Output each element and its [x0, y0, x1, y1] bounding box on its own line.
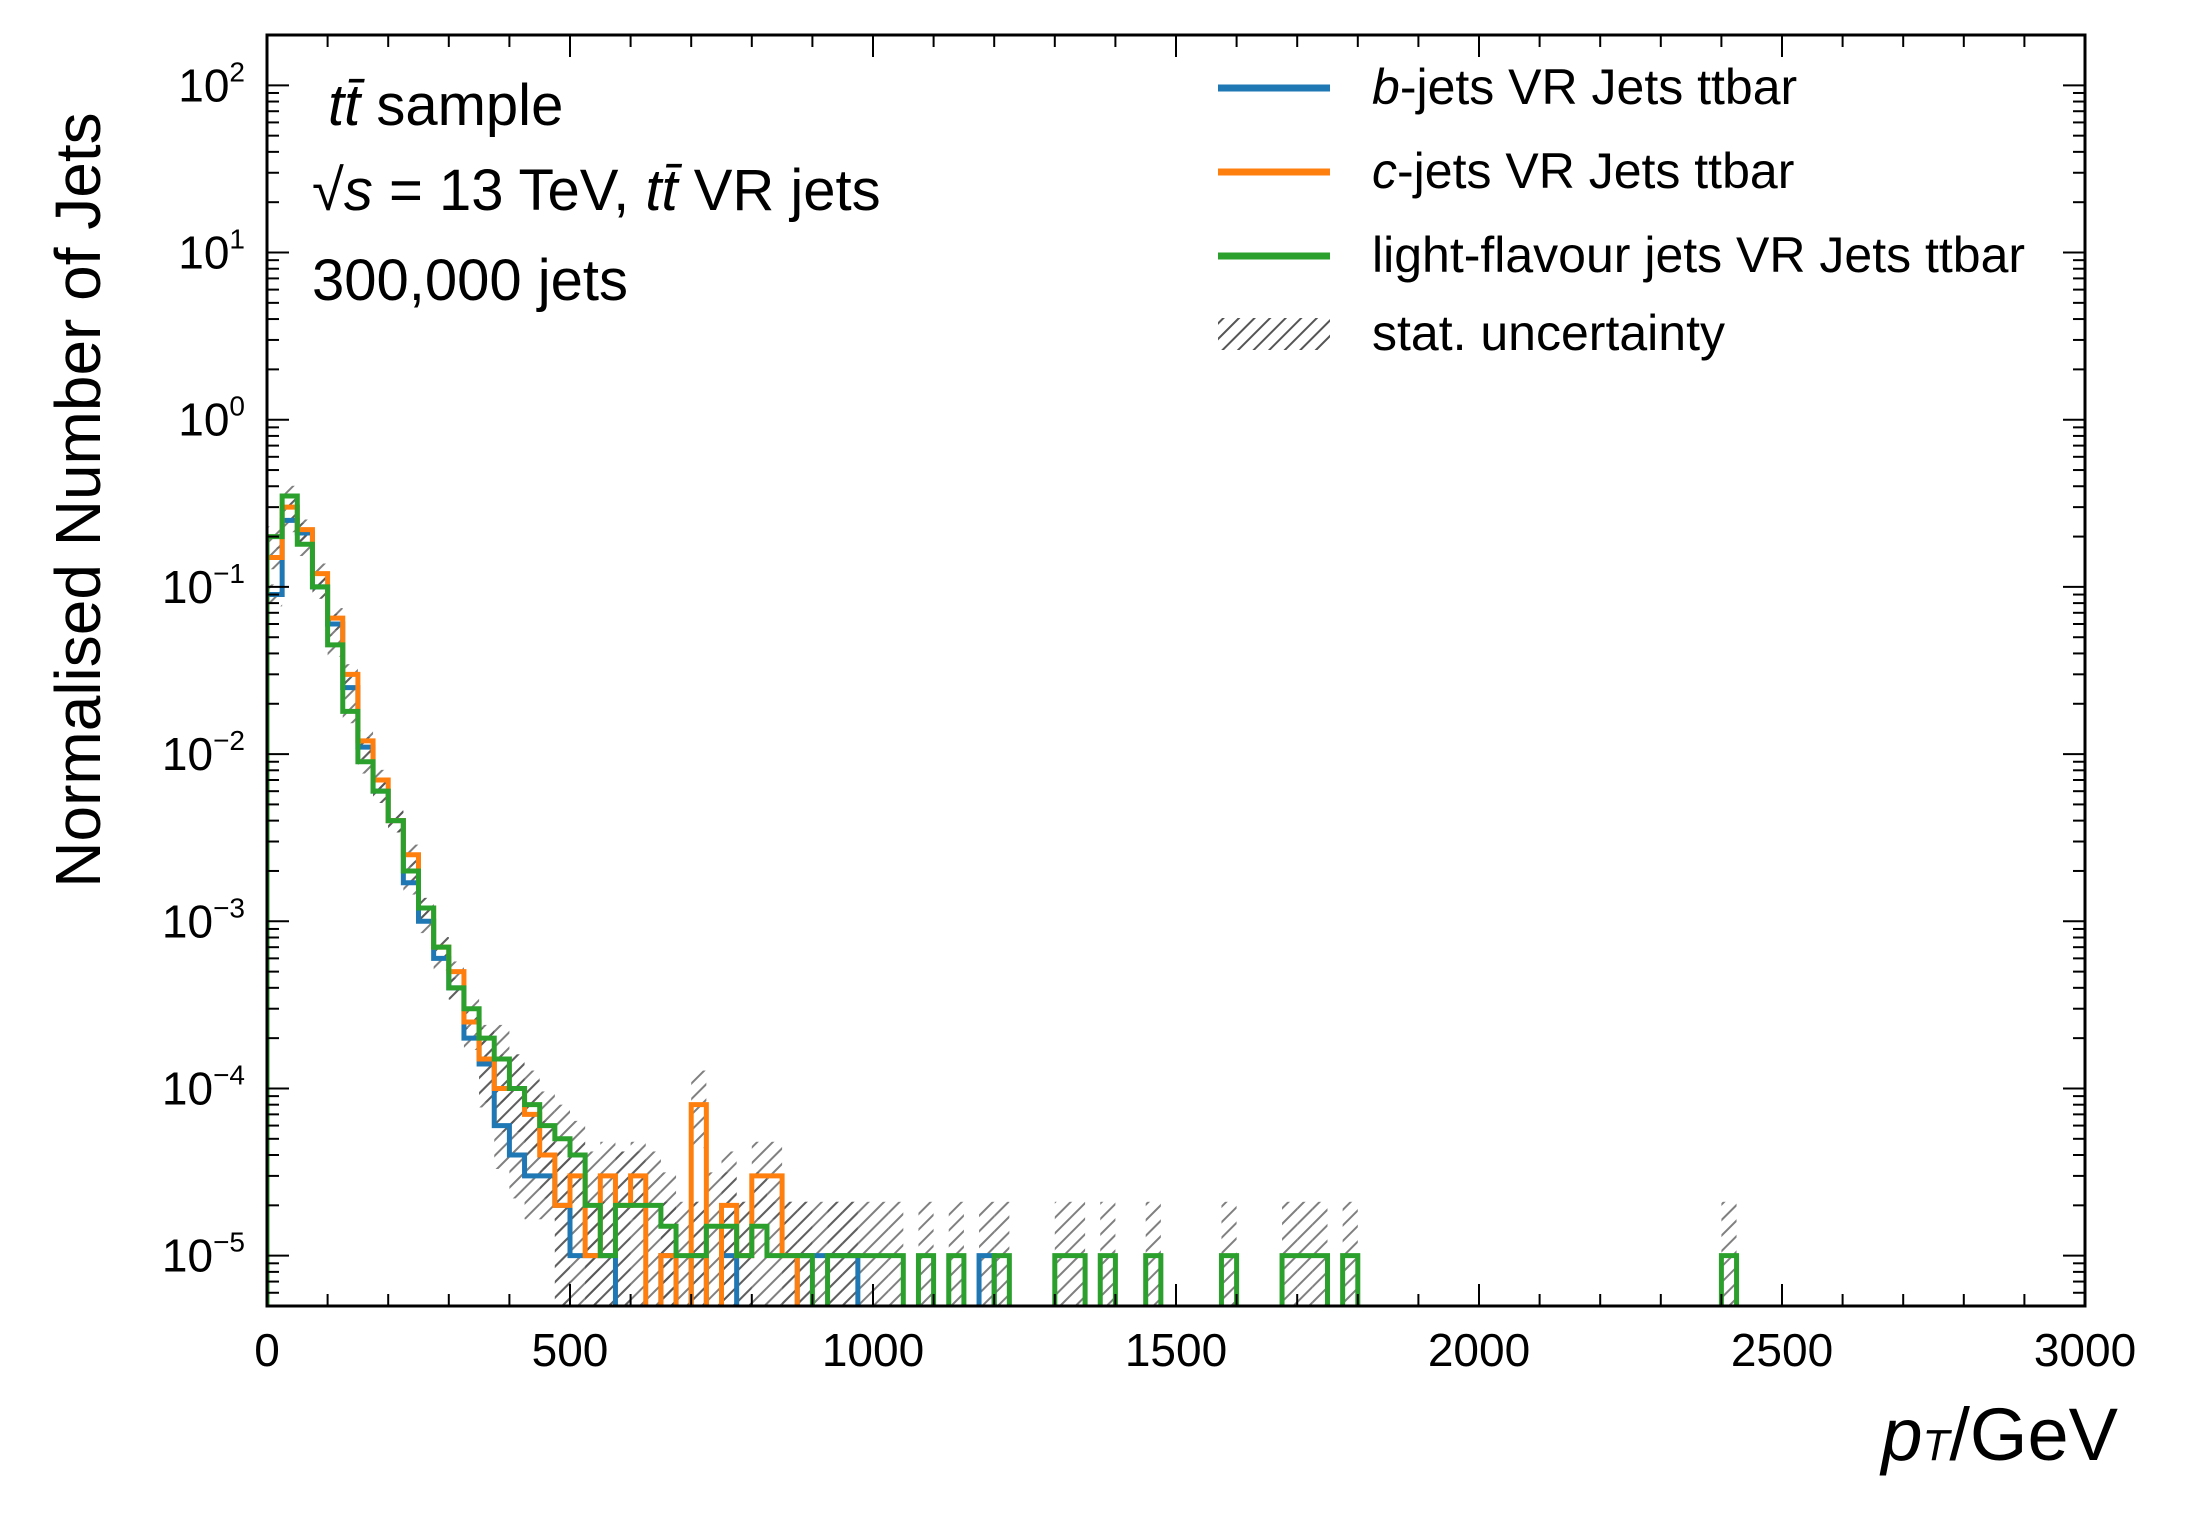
legend-b-jets-rest: -jets VR Jets ttbar — [1400, 59, 1797, 115]
y-tick-label-exponent: 1 — [229, 224, 245, 255]
stat-uncertainty-bin — [539, 1091, 555, 1169]
annotation-sample-rest: sample — [360, 73, 563, 138]
stat-uncertainty-bin — [630, 1151, 646, 1306]
y-tick-label-exponent: −4 — [213, 1059, 245, 1090]
y-tick-label: 10−2 — [162, 725, 245, 780]
y-tick-label-base: 10 — [162, 1230, 213, 1282]
y-tick-label-base: 10 — [178, 59, 229, 111]
y-tick-label-base: 10 — [162, 728, 213, 780]
legend-c-jets-rest: -jets VR Jets ttbar — [1397, 143, 1794, 199]
stat-uncertainty-bin — [554, 1104, 570, 1183]
stat-uncertainty-bin — [494, 1024, 510, 1103]
stat-uncertainty-bin — [751, 1172, 767, 1306]
x-axis-title-sub: T — [1922, 1421, 1952, 1470]
stat-uncertainty-bin — [524, 1070, 540, 1149]
x-tick-label: 3000 — [2034, 1324, 2136, 1376]
y-tick-label-exponent: 0 — [229, 391, 245, 422]
x-tick-label: 1500 — [1125, 1324, 1227, 1376]
y-tick-label: 10−3 — [162, 892, 245, 947]
stat-uncertainty-bin — [645, 1151, 661, 1306]
stat-uncertainty-bin — [509, 1120, 525, 1199]
stat-uncertainty-bin — [570, 1120, 586, 1199]
histogram-series — [267, 493, 1740, 1306]
legend-c-jets-italic: c — [1372, 143, 1397, 199]
annotation-energy-rest: VR jets — [678, 158, 881, 223]
y-tick-label: 100 — [178, 391, 245, 446]
y-tick-label-base: 10 — [178, 394, 229, 446]
x-tick-label: 2000 — [1428, 1324, 1530, 1376]
legend: b-jets VR Jets ttbar c-jets VR Jets ttba… — [1218, 59, 2025, 361]
y-tick-label-exponent: −5 — [213, 1227, 245, 1258]
y-tick-label-exponent: −3 — [213, 892, 245, 923]
stat-uncertainty-bin — [615, 1151, 631, 1306]
stat-uncertainty-bin — [766, 1141, 783, 1220]
annotation-energy: √s = 13 TeV, tt̄ VR jets — [312, 158, 881, 223]
annotation-sample-italic: tt̄ — [328, 73, 366, 138]
stat-uncertainty-bin — [660, 1172, 677, 1306]
legend-b-jets-label: b-jets VR Jets ttbar — [1372, 59, 1797, 115]
stat-uncertainty-bin — [509, 1054, 525, 1132]
y-tick-label-exponent: 2 — [229, 56, 245, 87]
x-axis-title-main: p — [1879, 1393, 1922, 1476]
x-axis-tick-labels: 0 500 1000 1500 2000 2500 3000 — [254, 1324, 2136, 1376]
stat-uncertainty-bin — [554, 1151, 570, 1306]
stat-uncertainty-bands — [267, 485, 1737, 1306]
annotation-jet-count: 300,000 jets — [312, 248, 628, 313]
y-axis-ticks — [267, 34, 2085, 1294]
y-tick-label-exponent: −2 — [213, 725, 245, 756]
legend-stat-uncertainty-label: stat. uncertainty — [1372, 305, 1725, 361]
x-axis-title: pT/GeV — [1879, 1393, 2118, 1476]
x-tick-label: 1000 — [822, 1324, 924, 1376]
y-tick-label-exponent: −1 — [213, 558, 245, 589]
x-tick-label: 2500 — [1731, 1324, 1833, 1376]
y-tick-label: 102 — [178, 56, 245, 111]
legend-stat-uncertainty-swatch — [1218, 318, 1330, 350]
legend-b-jets-italic: b — [1372, 59, 1400, 115]
legend-light-jets-rest: light-flavour jets VR Jets ttbar — [1372, 227, 2025, 283]
stat-uncertainty-bin — [585, 1151, 601, 1306]
x-axis-ticks — [266, 35, 2086, 1306]
y-tick-label-base: 10 — [178, 227, 229, 279]
y-tick-label-base: 10 — [162, 1062, 213, 1114]
y-tick-label: 10−5 — [162, 1227, 245, 1282]
stat-uncertainty-bin — [600, 1141, 616, 1220]
stat-uncertainty-bin — [524, 1141, 540, 1220]
annotation-energy-mid: = 13 TeV, — [373, 158, 646, 223]
legend-stat-uncertainty-rest: stat. uncertainty — [1372, 305, 1725, 361]
y-tick-label: 10−4 — [162, 1059, 245, 1114]
stat-uncertainty-bin — [706, 1172, 722, 1306]
annotation-sqrt-s: √s — [312, 158, 373, 223]
legend-c-jets-label: c-jets VR Jets ttbar — [1372, 143, 1794, 199]
y-tick-label-base: 10 — [162, 561, 213, 613]
stat-uncertainty-bin — [691, 1070, 707, 1149]
x-axis-title-unit: /GeV — [1949, 1393, 2118, 1476]
y-tick-label-base: 10 — [162, 895, 213, 947]
y-axis-title: Normalised Number of Jets — [42, 112, 114, 887]
x-tick-label: 0 — [254, 1324, 280, 1376]
annotation-energy-italic: tt̄ — [645, 158, 683, 223]
series-step-line — [267, 493, 1740, 1306]
legend-light-jets-label: light-flavour jets VR Jets ttbar — [1372, 227, 2025, 283]
x-tick-label: 500 — [532, 1324, 609, 1376]
y-tick-label: 101 — [178, 224, 245, 279]
series-light-jets — [267, 493, 1740, 1306]
annotation-sample: tt̄ sample — [328, 73, 563, 138]
y-tick-label: 10−1 — [162, 558, 245, 613]
